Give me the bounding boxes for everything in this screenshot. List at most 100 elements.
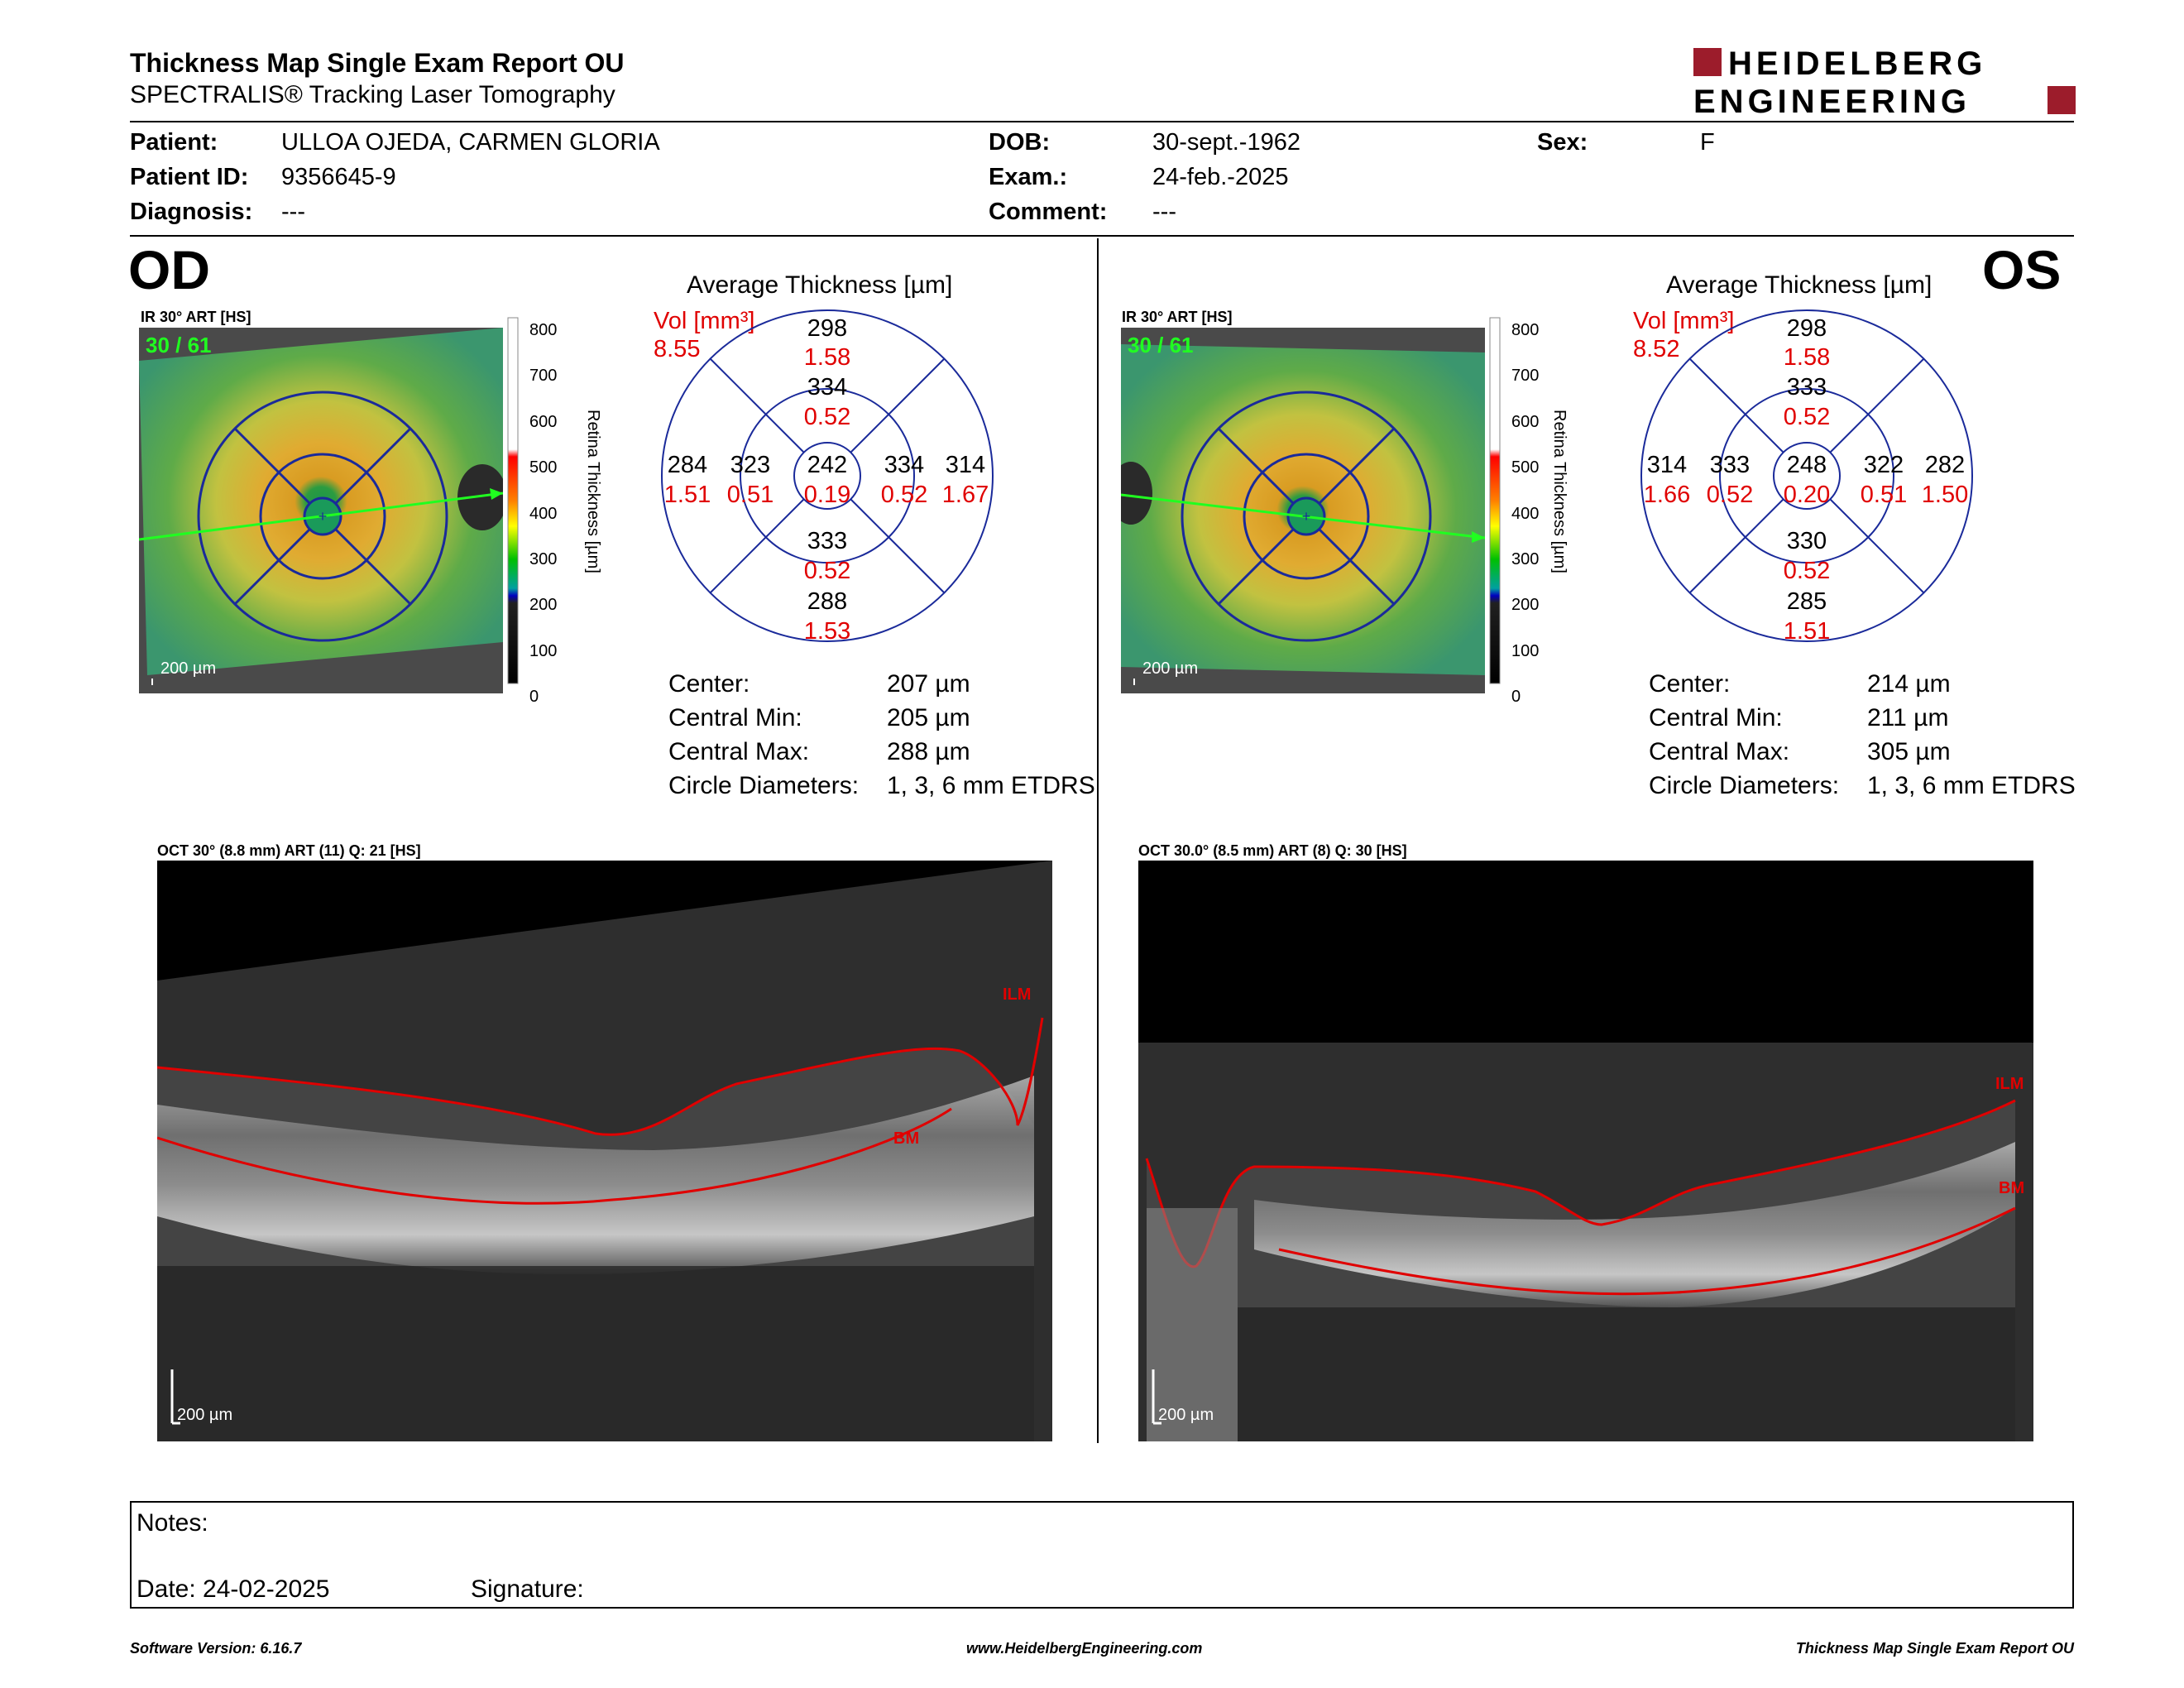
diagnosis-value: ---: [281, 199, 305, 225]
os-eye-label: OS: [1982, 239, 2062, 300]
os-avg-title: Average Thickness [µm]: [1666, 271, 1933, 299]
comment-value: ---: [1152, 199, 1176, 225]
od-center-value: 207 µm: [887, 670, 970, 698]
os-center-value: 214 µm: [1867, 670, 1951, 698]
os-ir-label: IR 30° ART [HS]: [1122, 309, 1233, 325]
colorbar-tick: 400: [1511, 504, 1540, 523]
od-center-volume: 0.19: [804, 482, 850, 508]
colorbar-tick: 600: [529, 412, 558, 431]
os-oct-label: OCT 30.0° (8.5 mm) ART (8) Q: 30 [HS]: [1138, 842, 1407, 859]
od-oct-scale: 200 µm: [177, 1406, 232, 1424]
od-eye-label: OD: [128, 239, 210, 300]
od-inner-inf-thickness: 333: [807, 528, 847, 554]
sex-value: F: [1700, 129, 1715, 156]
os-inner-left-volume: 0.52: [1707, 482, 1753, 508]
od-outer-left-thickness: 284: [668, 452, 707, 478]
diagnosis-label: Diagnosis:: [130, 199, 253, 225]
od-diam-label: Circle Diameters:: [668, 772, 860, 799]
dob-value: 30-sept.-1962: [1152, 129, 1300, 156]
od-min-value: 205 µm: [887, 704, 970, 731]
os-map-scale: 200 µm: [1142, 659, 1198, 678]
report-title: Thickness Map Single Exam Report OU: [130, 48, 625, 78]
od-vol-label: Vol [mm³]: [654, 308, 755, 334]
colorbar-tick: 700: [529, 367, 558, 386]
od-inner-left-thickness: 323: [730, 452, 770, 478]
svg-text:+: +: [1302, 508, 1311, 525]
od-outer-right-thickness: 314: [946, 452, 985, 478]
colorbar-tick: 500: [529, 458, 558, 477]
os-outer-right-volume: 1.50: [1922, 482, 1968, 508]
os-outer-sup-thickness: 298: [1787, 315, 1827, 342]
os-outer-sup-volume: 1.58: [1784, 344, 1830, 371]
od-inner-right-thickness: 334: [884, 452, 924, 478]
notes-label: Notes:: [136, 1509, 208, 1537]
os-inner-inf-volume: 0.52: [1784, 558, 1830, 584]
logo-line1: HEIDELBERG: [1728, 46, 1986, 82]
od-center-label: Center:: [668, 670, 750, 698]
os-diam-label: Circle Diameters:: [1649, 772, 1840, 799]
os-diam-value: 1, 3, 6 mm ETDRS: [1867, 772, 2076, 799]
svg-text:+: +: [318, 508, 328, 525]
os-etdrs-grid: 298 1.58 333 0.52 248 0.20 330 0.52 285 …: [1640, 309, 1973, 645]
od-outer-right-volume: 1.67: [942, 482, 989, 508]
colorbar-tick: 500: [1511, 458, 1540, 477]
od-bm-label: BM: [893, 1129, 919, 1148]
od-colorbar: [507, 317, 519, 684]
colorbar-tick: 0: [529, 688, 539, 707]
od-inner-sup-thickness: 334: [807, 374, 847, 400]
colorbar-tick: 800: [1511, 321, 1540, 339]
os-outer-left-thickness: 314: [1647, 452, 1687, 478]
os-frame-count: 30 / 61: [1128, 333, 1194, 357]
os-ilm-label: ILM: [1995, 1075, 2024, 1093]
notes-box: Notes: Date: 24-02-2025 Signature:: [130, 1501, 2074, 1609]
od-max-label: Central Max:: [668, 738, 810, 765]
od-outer-sup-volume: 1.58: [804, 344, 850, 371]
colorbar-tick: 100: [529, 641, 558, 660]
od-max-value: 288 µm: [887, 738, 970, 765]
header-divider: [130, 121, 2074, 122]
patient-id: 9356645-9: [281, 164, 396, 190]
os-bm-label: BM: [1999, 1179, 2024, 1197]
os-thickness-map: + 30 / 61 200 µm: [1121, 328, 1485, 693]
colorbar-tick: 700: [1511, 367, 1540, 386]
os-colorbar-label: Retina Thickness [µm]: [1550, 410, 1569, 573]
od-ilm-label: ILM: [1003, 985, 1031, 1004]
od-inner-sup-volume: 0.52: [804, 404, 850, 430]
od-inner-right-volume: 0.52: [881, 482, 927, 508]
exam-value: 24-feb.-2025: [1152, 164, 1289, 190]
od-thickness-map: + 30 / 61 200 µm: [139, 328, 503, 693]
colorbar-tick: 400: [529, 504, 558, 523]
od-avg-title: Average Thickness [µm]: [687, 271, 953, 299]
os-inner-sup-volume: 0.52: [1784, 404, 1830, 430]
eye-divider: [1097, 238, 1099, 1443]
dob-label: DOB:: [989, 129, 1051, 156]
footer-url[interactable]: www.HeidelbergEngineering.com: [966, 1640, 1203, 1657]
os-max-value: 305 µm: [1867, 738, 1951, 765]
heidelberg-logo: HEIDELBERG ENGINEERING: [1693, 46, 2076, 117]
os-inner-right-volume: 0.51: [1861, 482, 1907, 508]
od-colorbar-ticks: 800 700 600 500 400 300 200 100 0: [529, 308, 563, 721]
od-ir-label: IR 30° ART [HS]: [141, 309, 251, 325]
od-diam-value: 1, 3, 6 mm ETDRS: [887, 772, 1095, 799]
report-subtitle: SPECTRALIS® Tracking Laser Tomography: [130, 81, 615, 108]
od-inner-inf-volume: 0.52: [804, 558, 850, 584]
os-outer-inf-thickness: 285: [1787, 588, 1827, 615]
patient-label: Patient:: [130, 129, 218, 156]
os-outer-left-volume: 1.66: [1644, 482, 1690, 508]
od-frame-count: 30 / 61: [146, 333, 212, 357]
od-oct-scan: ILM BM 200 µm: [157, 861, 1052, 1441]
od-oct-label: OCT 30° (8.8 mm) ART (11) Q: 21 [HS]: [157, 842, 421, 859]
colorbar-tick: 300: [529, 550, 558, 569]
logo-line2: ENGINEERING: [1693, 84, 1971, 117]
os-min-value: 211 µm: [1867, 704, 1949, 731]
colorbar-tick: 300: [1511, 550, 1540, 569]
os-outer-inf-volume: 1.51: [1784, 618, 1830, 645]
patient-id-label: Patient ID:: [130, 164, 249, 190]
od-inner-left-volume: 0.51: [727, 482, 774, 508]
od-outer-left-volume: 1.51: [664, 482, 711, 508]
os-outer-right-thickness: 282: [1925, 452, 1965, 478]
colorbar-tick: 600: [1511, 412, 1540, 431]
colorbar-tick: 800: [529, 321, 558, 339]
od-outer-inf-volume: 1.53: [804, 618, 850, 645]
notes-date: Date: 24-02-2025: [136, 1575, 330, 1603]
